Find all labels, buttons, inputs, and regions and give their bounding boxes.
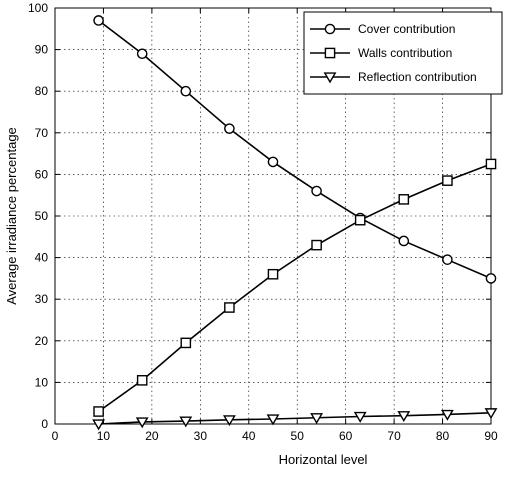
data-point-walls-contribution xyxy=(180,337,192,349)
legend: Cover contribution Walls contribution Refl… xyxy=(303,11,503,95)
data-point-reflection-contribution xyxy=(179,416,193,428)
x-tick-label: 10 xyxy=(97,429,111,443)
x-tick-label: 40 xyxy=(242,429,256,443)
data-point-walls-contribution xyxy=(311,239,322,251)
x-tick-label: 60 xyxy=(339,429,353,443)
data-point-cover-contribution xyxy=(398,235,410,247)
data-point-walls-contribution xyxy=(224,302,235,313)
axis-ticks: 0 10 20 30 40 50 60 70 80 90 0 10 20 30 40 50 60 70 80 90 10… xyxy=(28,1,498,443)
grid-lines xyxy=(55,8,491,424)
series-line-reflection-contribution xyxy=(98,411,492,425)
data-point-walls-contribution xyxy=(354,214,366,226)
legend-marker-cover-contribution xyxy=(324,23,336,35)
series-reflection-contribution xyxy=(92,408,498,431)
legend-label-cover-contribution: Cover contribution xyxy=(358,22,455,36)
y-tick-label: 30 xyxy=(35,292,49,306)
y-tick-label: 60 xyxy=(35,167,49,181)
legend-entry-cover-contribution: Cover contribution xyxy=(310,22,455,36)
data-point-walls-contribution xyxy=(442,175,453,186)
data-point-cover-contribution xyxy=(485,273,497,284)
data-point-walls-contribution xyxy=(398,194,410,205)
y-tick-label: 20 xyxy=(35,334,49,348)
x-tick-label: 0 xyxy=(52,429,59,443)
x-tick-label: 70 xyxy=(387,429,401,443)
data-point-walls-contribution xyxy=(93,406,104,417)
data-point-cover-contribution xyxy=(442,254,453,265)
series-walls-contribution xyxy=(93,158,497,417)
y-tick-label: 10 xyxy=(35,375,49,389)
data-point-reflection-contribution xyxy=(484,408,498,420)
data-point-cover-contribution xyxy=(267,156,279,168)
data-point-cover-contribution xyxy=(136,48,148,60)
data-point-reflection-contribution xyxy=(310,413,324,425)
data-point-reflection-contribution xyxy=(266,414,280,426)
x-tick-label: 80 xyxy=(436,429,450,443)
data-point-walls-contribution xyxy=(136,375,148,386)
legend-label-walls-contribution: Walls contribution xyxy=(358,46,452,60)
x-axis-title: Horizontal level xyxy=(279,452,368,467)
data-point-reflection-contribution xyxy=(397,411,411,423)
x-tick-label: 20 xyxy=(145,429,159,443)
series-line-cover-contribution xyxy=(98,19,492,280)
y-tick-label: 50 xyxy=(35,209,49,223)
series-line-walls-contribution xyxy=(98,163,492,413)
y-axis-title: Average irradiance percentage xyxy=(4,127,19,305)
x-tick-label: 30 xyxy=(194,429,208,443)
y-tick-label: 90 xyxy=(35,43,49,57)
data-point-walls-contribution xyxy=(485,158,497,170)
data-point-reflection-contribution xyxy=(92,419,106,431)
legend-marker-walls-contribution xyxy=(324,47,336,59)
y-tick-label: 80 xyxy=(35,84,49,98)
y-tick-label: 0 xyxy=(41,417,48,431)
legend-label-reflection-contribution: Reflection contribution xyxy=(358,70,477,84)
legend-marker-reflection-contribution xyxy=(323,72,337,84)
data-point-reflection-contribution xyxy=(222,415,236,427)
x-tick-label: 90 xyxy=(484,429,498,443)
data-point-reflection-contribution xyxy=(353,411,367,423)
data-point-walls-contribution xyxy=(267,268,279,280)
y-tick-label: 100 xyxy=(28,1,48,15)
data-point-cover-contribution xyxy=(180,85,192,97)
legend-entry-walls-contribution: Walls contribution xyxy=(310,46,452,60)
y-tick-label: 70 xyxy=(35,126,49,140)
data-point-reflection-contribution xyxy=(135,417,149,429)
legend-entries: Cover contribution Walls contribution Refl… xyxy=(310,22,477,84)
data-point-cover-contribution xyxy=(311,185,322,197)
legend-entry-reflection-contribution: Reflection contribution xyxy=(310,70,477,84)
data-point-reflection-contribution xyxy=(440,409,454,421)
x-tick-label: 50 xyxy=(291,429,305,443)
data-point-cover-contribution xyxy=(224,123,235,134)
series-layer xyxy=(92,15,498,431)
data-point-cover-contribution xyxy=(93,15,104,26)
y-tick-label: 40 xyxy=(35,251,49,265)
